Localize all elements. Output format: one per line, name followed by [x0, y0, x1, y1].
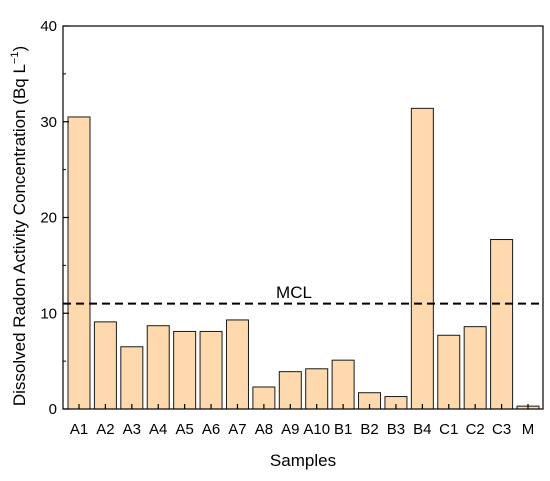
x-tick-label-c3: C3: [492, 421, 511, 438]
bar-b4: [410, 107, 434, 410]
x-tick-label-a9: A9: [281, 421, 299, 438]
y-tick-label: 30: [40, 114, 57, 131]
x-tick-label-a2: A2: [96, 421, 114, 438]
bar-a4: [146, 325, 170, 410]
x-tick-label-a8: A8: [255, 421, 273, 438]
bar-a3: [120, 346, 144, 410]
x-tick-label-a3: A3: [123, 421, 141, 438]
bar-c2: [463, 326, 487, 410]
y-axis-title: Dissolved Radon Activity Concentration (…: [9, 46, 29, 406]
x-tick-label-c1: C1: [439, 421, 458, 438]
bar-a1: [67, 116, 91, 410]
x-tick-label-a5: A5: [175, 421, 193, 438]
x-tick-label-a1: A1: [70, 421, 88, 438]
y-tick-label: 40: [40, 18, 57, 35]
bar-a9: [278, 371, 302, 410]
y-tick-label: 0: [49, 401, 57, 418]
bar-a7: [225, 319, 249, 410]
y-axis-title-close: ): [10, 46, 29, 52]
x-tick-label-b4: B4: [413, 421, 431, 438]
bar-c1: [437, 334, 461, 410]
y-axis-title-superscript: −1: [9, 52, 21, 65]
x-axis: A1 A2 A3 A4 A5 A6 A7 A8 A9 A10 B1 B2 B3 B4 C1 C2 C3 M: [70, 404, 534, 438]
bar-a6: [199, 330, 223, 410]
y-axis-title-main: Dissolved Radon Activity Concentration (…: [10, 64, 29, 406]
x-tick-label-c2: C2: [466, 421, 485, 438]
bar-a10: [305, 368, 329, 410]
x-tick-label-m: M: [522, 421, 535, 438]
x-tick-label-b1: B1: [334, 421, 352, 438]
y-tick-label: 10: [40, 305, 57, 322]
bars-group: [67, 107, 540, 410]
x-axis-title: Samples: [270, 451, 336, 470]
x-tick-label-a4: A4: [149, 421, 167, 438]
y-tick-label: 20: [40, 210, 57, 227]
bar-a5: [173, 330, 197, 410]
x-tick-label-a6: A6: [202, 421, 220, 438]
mcl-label: MCL: [276, 283, 312, 302]
x-tick-label-a10: A10: [303, 421, 330, 438]
x-tick-label-b2: B2: [360, 421, 378, 438]
bar-b1: [331, 359, 355, 410]
bar-c3: [490, 239, 514, 410]
x-tick-label-b3: B3: [387, 421, 405, 438]
bar-a2: [93, 321, 117, 410]
x-tick-label-a7: A7: [228, 421, 246, 438]
y-axis: 0 10 20 30 40: [40, 18, 69, 418]
